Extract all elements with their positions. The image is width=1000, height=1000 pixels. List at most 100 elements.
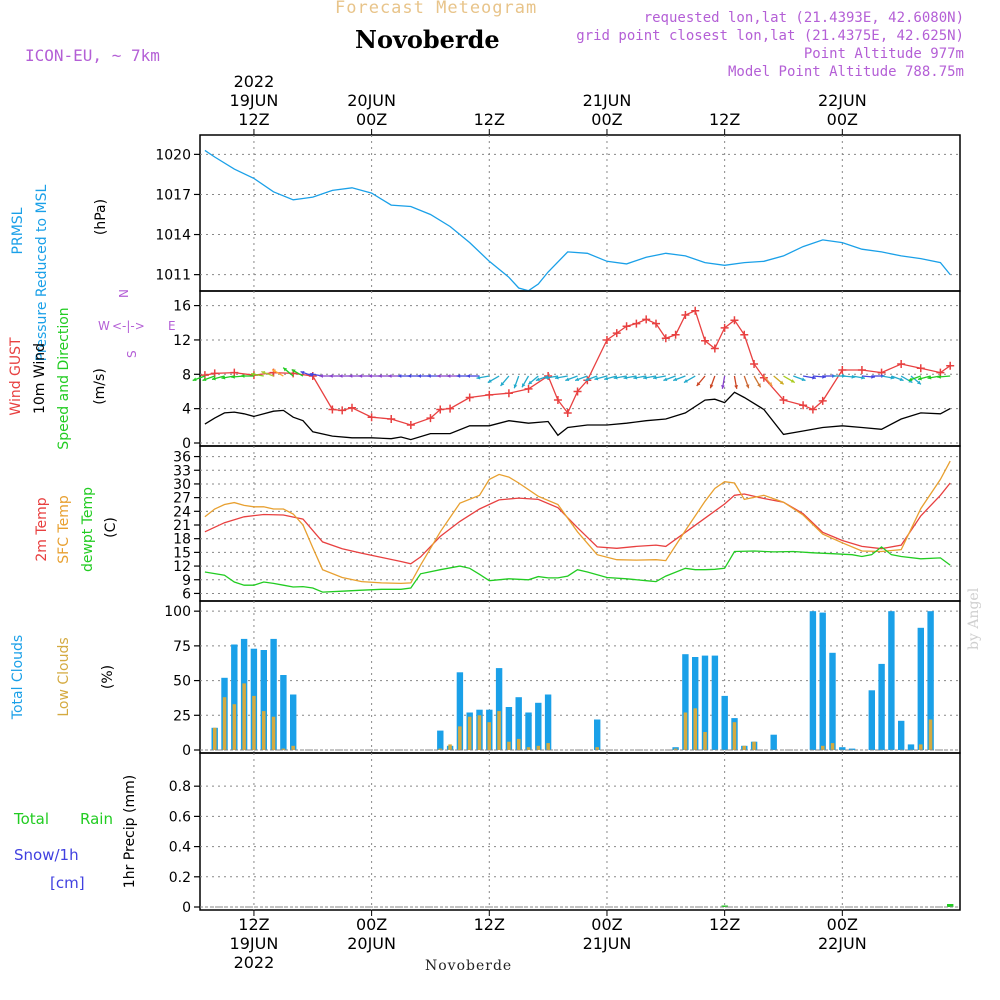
gust-marker bbox=[779, 396, 788, 405]
top-tick-label: 00Z bbox=[591, 110, 622, 129]
wind-arrow-head bbox=[407, 374, 412, 378]
panel-frame-precipitation bbox=[199, 752, 961, 911]
wind-arrow bbox=[793, 375, 806, 382]
total-cloud-bar bbox=[594, 719, 601, 750]
wind-arrow bbox=[261, 370, 274, 377]
wind-arrow bbox=[696, 375, 706, 387]
wind-arrow-head bbox=[221, 375, 226, 380]
total-cloud-bar bbox=[682, 654, 689, 750]
wind-arrow bbox=[613, 375, 627, 380]
requested-coords: requested lon,lat (21.4393E, 42.6080N) bbox=[643, 10, 964, 26]
wind-arrow-head bbox=[908, 379, 913, 383]
wind-arrow-head bbox=[545, 375, 549, 380]
gust-marker bbox=[367, 413, 376, 422]
top-tick-label: 22JUN bbox=[818, 91, 867, 110]
ylabel-sfc: SFC Temp bbox=[56, 495, 72, 564]
total-cloud-bar bbox=[231, 644, 238, 750]
point-altitude: Point Altitude 977m bbox=[803, 46, 964, 62]
compass-w: W bbox=[98, 319, 110, 333]
rain-bar bbox=[947, 904, 954, 907]
gust-marker bbox=[446, 404, 455, 413]
wind-arrow-head bbox=[745, 384, 750, 389]
wind-arrow-head bbox=[709, 384, 714, 389]
wind-arrow bbox=[476, 375, 490, 380]
wind-arrow-head bbox=[721, 385, 725, 389]
wind-arrow bbox=[733, 375, 738, 389]
low-cloud-bar bbox=[919, 744, 923, 750]
total-cloud-bar bbox=[711, 655, 719, 750]
low-cloud-bar bbox=[517, 738, 521, 750]
gust-marker bbox=[916, 364, 925, 373]
wind-arrow-head bbox=[300, 370, 305, 375]
wind-arrow-head bbox=[613, 375, 618, 380]
gust-marker bbox=[612, 329, 621, 338]
low-cloud-bar bbox=[507, 741, 511, 750]
total-cloud-bar bbox=[701, 655, 709, 750]
low-cloud-bar bbox=[497, 711, 501, 750]
ytick-label-clouds: 0 bbox=[182, 743, 191, 759]
wind-arrow-head bbox=[513, 384, 518, 389]
series-line-temperature-1 bbox=[204, 460, 951, 585]
ytick-label-pressure: 1011 bbox=[155, 268, 191, 284]
wind-arrow bbox=[545, 375, 559, 380]
wind-arrow-head bbox=[388, 374, 392, 378]
wind-arrow bbox=[574, 375, 588, 382]
ylabel-cm: [cm] bbox=[50, 874, 85, 892]
ylabel-unit: (m/s) bbox=[92, 368, 108, 405]
model-altitude: Model Point Altitude 788.75m bbox=[727, 64, 964, 80]
wind-arrow-head bbox=[927, 375, 932, 380]
gust-marker bbox=[348, 403, 356, 412]
low-cloud-bar bbox=[252, 695, 256, 750]
low-cloud-bar bbox=[821, 745, 825, 750]
wind-arrow-head bbox=[319, 374, 323, 378]
total-cloud-bar bbox=[456, 672, 464, 750]
low-cloud-bar bbox=[536, 745, 541, 750]
total-cloud-bar bbox=[260, 650, 267, 750]
total-cloud-bar bbox=[290, 694, 297, 750]
gust-marker bbox=[720, 323, 729, 332]
low-cloud-bar bbox=[526, 747, 531, 750]
gust-marker bbox=[387, 414, 396, 423]
total-cloud-bar bbox=[544, 694, 552, 750]
wind-arrow-head bbox=[683, 379, 688, 383]
wind-arrow bbox=[240, 374, 254, 378]
gust-marker bbox=[710, 344, 719, 353]
ytick-label-temperature: 15 bbox=[173, 545, 191, 561]
low-cloud-bar bbox=[438, 748, 442, 750]
compass-n: N bbox=[117, 289, 131, 298]
wind-arrow bbox=[192, 375, 206, 382]
total-cloud-bar bbox=[927, 611, 934, 750]
low-cloud-bar bbox=[477, 715, 482, 750]
gust-marker bbox=[642, 315, 651, 324]
wind-arrow-head bbox=[673, 377, 678, 382]
ytick-label-pressure: 1017 bbox=[155, 187, 191, 203]
wind-arrow bbox=[672, 375, 686, 382]
wind-arrow bbox=[917, 375, 931, 381]
wind-arrow-head bbox=[653, 375, 657, 380]
ytick-label-temperature: 36 bbox=[173, 450, 191, 466]
total-cloud-bar bbox=[280, 675, 287, 750]
ylabel-snow: Snow/1h bbox=[14, 846, 79, 864]
series-line-wind-0 bbox=[204, 309, 951, 426]
wind-arrow-head bbox=[261, 370, 266, 375]
series-line-temperature-2 bbox=[204, 546, 951, 593]
ytick-label-temperature: 18 bbox=[173, 532, 191, 548]
wind-arrow bbox=[282, 367, 294, 377]
low-cloud-bar bbox=[752, 741, 756, 750]
top-tick-label: 21JUN bbox=[583, 91, 632, 110]
wind-arrow bbox=[271, 368, 284, 377]
wind-arrow-head bbox=[250, 372, 255, 377]
wind-arrow bbox=[802, 375, 817, 380]
wind-arrow bbox=[663, 375, 676, 382]
low-cloud-bar bbox=[448, 744, 452, 750]
panel-frame-wind bbox=[199, 290, 961, 447]
wind-arrow-head bbox=[801, 377, 806, 382]
low-cloud-bar bbox=[281, 748, 286, 750]
panel-frame-pressure bbox=[199, 134, 961, 292]
wind-arrow bbox=[250, 372, 264, 377]
chart-subtitle: Forecast Meteogram bbox=[335, 0, 538, 18]
ylabel-wind: 10m Wind bbox=[32, 343, 48, 414]
wind-arrow bbox=[623, 375, 637, 380]
wind-arrow-head bbox=[779, 380, 784, 385]
